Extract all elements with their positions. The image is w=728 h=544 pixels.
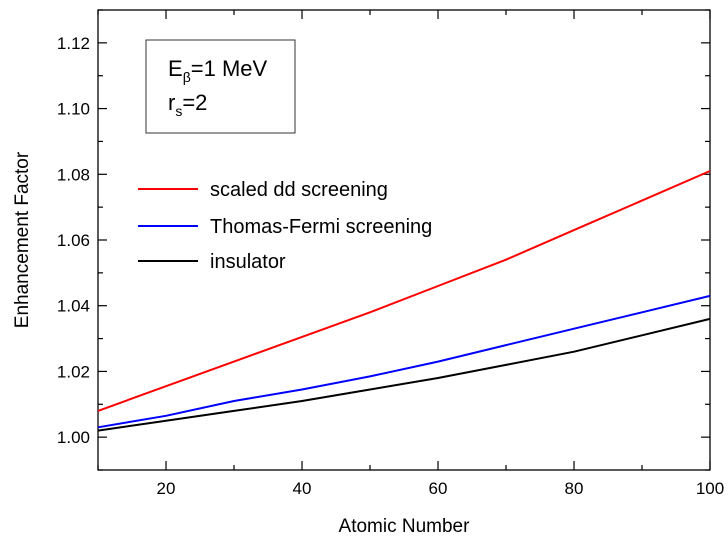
y-tick-label: 1.04	[57, 297, 90, 316]
legend-label-insulator: insulator	[210, 251, 286, 273]
x-tick-label: 60	[429, 479, 448, 498]
x-tick-label: 100	[696, 479, 724, 498]
legend-label-thomas-fermi: Thomas-Fermi screening	[210, 216, 432, 238]
series-line-0	[97, 170, 711, 412]
annotation-energy: Eβ=1 MeV	[168, 56, 268, 85]
y-tick-labels: 1.00 1.02 1.04 1.06 1.08 1.10 1.12	[57, 34, 90, 447]
annotation-box: Eβ=1 MeV rs=2	[145, 39, 296, 134]
axis-ticks	[97, 9, 711, 471]
y-tick-label: 1.08	[57, 165, 90, 184]
y-axis-title: Enhancement Factor	[12, 151, 33, 328]
annotation-energy-subscript: β	[183, 69, 191, 85]
annotation-rs: rs=2	[168, 90, 207, 119]
y-tick-label: 1.00	[57, 428, 90, 447]
series-lines	[97, 170, 711, 432]
y-tick-label: 1.02	[57, 362, 90, 381]
series-line-1	[97, 294, 711, 429]
annotation-energy-value: =1 MeV	[191, 56, 268, 81]
y-tick-label: 1.12	[57, 34, 90, 53]
x-tick-label: 40	[293, 479, 312, 498]
legend-label-scaled-dd: scaled dd screening	[210, 179, 388, 201]
x-axis-title: Atomic Number	[339, 516, 471, 537]
y-tick-label: 1.10	[57, 100, 90, 119]
x-tick-label: 20	[157, 479, 176, 498]
annotation-rs-subscript: s	[175, 103, 182, 119]
y-tick-label: 1.06	[57, 231, 90, 250]
series-line-2	[97, 317, 711, 432]
annotation-rs-symbol: r	[168, 90, 175, 115]
x-tick-labels: 20 40 60 80 100	[157, 479, 725, 498]
annotation-rs-value: =2	[182, 90, 207, 115]
annotation-frame	[145, 39, 296, 134]
x-tick-label: 80	[565, 479, 584, 498]
legend: scaled dd screening Thomas-Fermi screeni…	[138, 179, 432, 273]
annotation-energy-symbol: E	[168, 56, 183, 81]
